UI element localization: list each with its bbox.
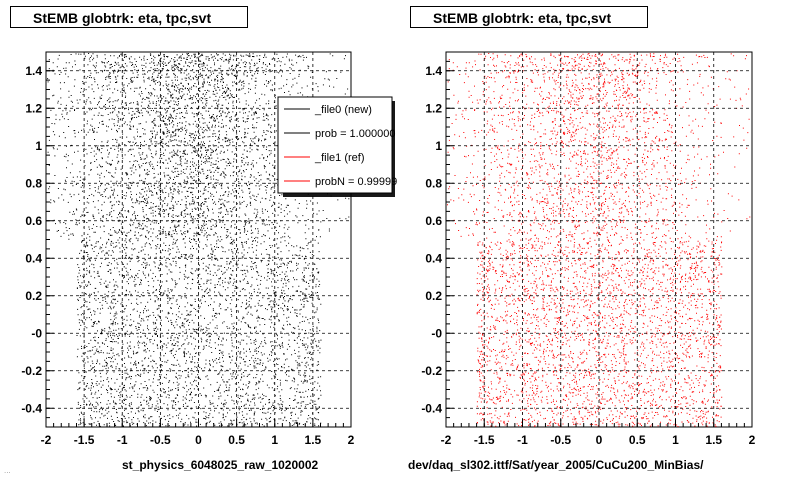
y-tick-label: -0.4 bbox=[21, 401, 42, 415]
scatter-points bbox=[47, 53, 350, 427]
y-tick-label: 1 bbox=[435, 139, 442, 153]
panel-right-title: StEMB globtrk: eta, tpc,svt bbox=[410, 6, 648, 28]
x-tick-label: 2 bbox=[348, 433, 355, 447]
legend-label: _file0 (new) bbox=[314, 104, 372, 116]
y-tick-label: -0.2 bbox=[21, 364, 42, 378]
x-tick-label: 0.5 bbox=[629, 433, 646, 447]
legend-label: prob = 1.000000 bbox=[315, 128, 395, 140]
footer-note: ... bbox=[4, 466, 11, 475]
y-tick-label: -0.4 bbox=[421, 401, 442, 415]
y-tick-label: 0.6 bbox=[425, 214, 442, 228]
legend-box: _file0 (new) prob = 1.000000 _file1 (ref) p… bbox=[277, 96, 397, 197]
panel-left-xlabel: st_physics_6048025_raw_1020002 bbox=[122, 458, 319, 472]
x-tick-label: -2 bbox=[441, 433, 452, 447]
x-tick-label: 1 bbox=[271, 433, 278, 447]
x-tick-label: -0.5 bbox=[150, 433, 171, 447]
y-tick-label: 0.2 bbox=[425, 289, 442, 303]
y-tick-label: 1.2 bbox=[425, 101, 442, 115]
y-tick-label: 0.6 bbox=[25, 214, 42, 228]
y-tick-label: 1.4 bbox=[25, 64, 42, 78]
y-tick-label: 0.4 bbox=[25, 251, 42, 265]
scatter-points bbox=[447, 53, 751, 427]
y-tick-label: -0 bbox=[431, 326, 442, 340]
legend-label: probN = 0.99999 bbox=[315, 176, 397, 188]
legend-frame bbox=[277, 96, 393, 194]
x-tick-label: 1.5 bbox=[705, 433, 722, 447]
y-tick-label: 1.2 bbox=[25, 101, 42, 115]
y-tick-label: 0.2 bbox=[25, 289, 42, 303]
x-tick-label: 0 bbox=[195, 433, 202, 447]
scatter-panel-1: -2 -1.5 -1 -0.5 0 0.5 1 1.5 2 -0.4 -0.2 -0 0.2 0.4 0.6… bbox=[421, 51, 756, 447]
x-tick-label: 2 bbox=[749, 433, 756, 447]
x-tick-label: 1 bbox=[672, 433, 679, 447]
y-tick-label: 1.4 bbox=[425, 64, 442, 78]
y-tick-label: 0.8 bbox=[25, 176, 42, 190]
scatter-marks bbox=[47, 53, 350, 427]
legend-label: _file1 (ref) bbox=[314, 152, 365, 164]
panel-left-title: StEMB globtrk: eta, tpc,svt bbox=[10, 6, 248, 28]
x-tick-label: 1.5 bbox=[305, 433, 322, 447]
panel-right-xlabel: dev/daq_sl302.ittf/Sat/year_2005/CuCu200… bbox=[408, 458, 704, 472]
x-tick-label: -1 bbox=[117, 433, 128, 447]
y-tick-label: 0.4 bbox=[425, 251, 442, 265]
x-tick-label: 0 bbox=[596, 433, 603, 447]
x-tick-label: -2 bbox=[41, 433, 52, 447]
y-tick-label: 0.8 bbox=[425, 176, 442, 190]
x-tick-label: 0.5 bbox=[228, 433, 245, 447]
y-tick-label: -0.2 bbox=[421, 364, 442, 378]
x-tick-label: -1.5 bbox=[474, 433, 495, 447]
scatter-marks bbox=[447, 53, 751, 427]
y-tick-label: 1 bbox=[35, 139, 42, 153]
x-tick-label: -1 bbox=[517, 433, 528, 447]
y-tick-label: -0 bbox=[31, 326, 42, 340]
x-tick-label: -0.5 bbox=[550, 433, 571, 447]
x-tick-label: -1.5 bbox=[74, 433, 95, 447]
